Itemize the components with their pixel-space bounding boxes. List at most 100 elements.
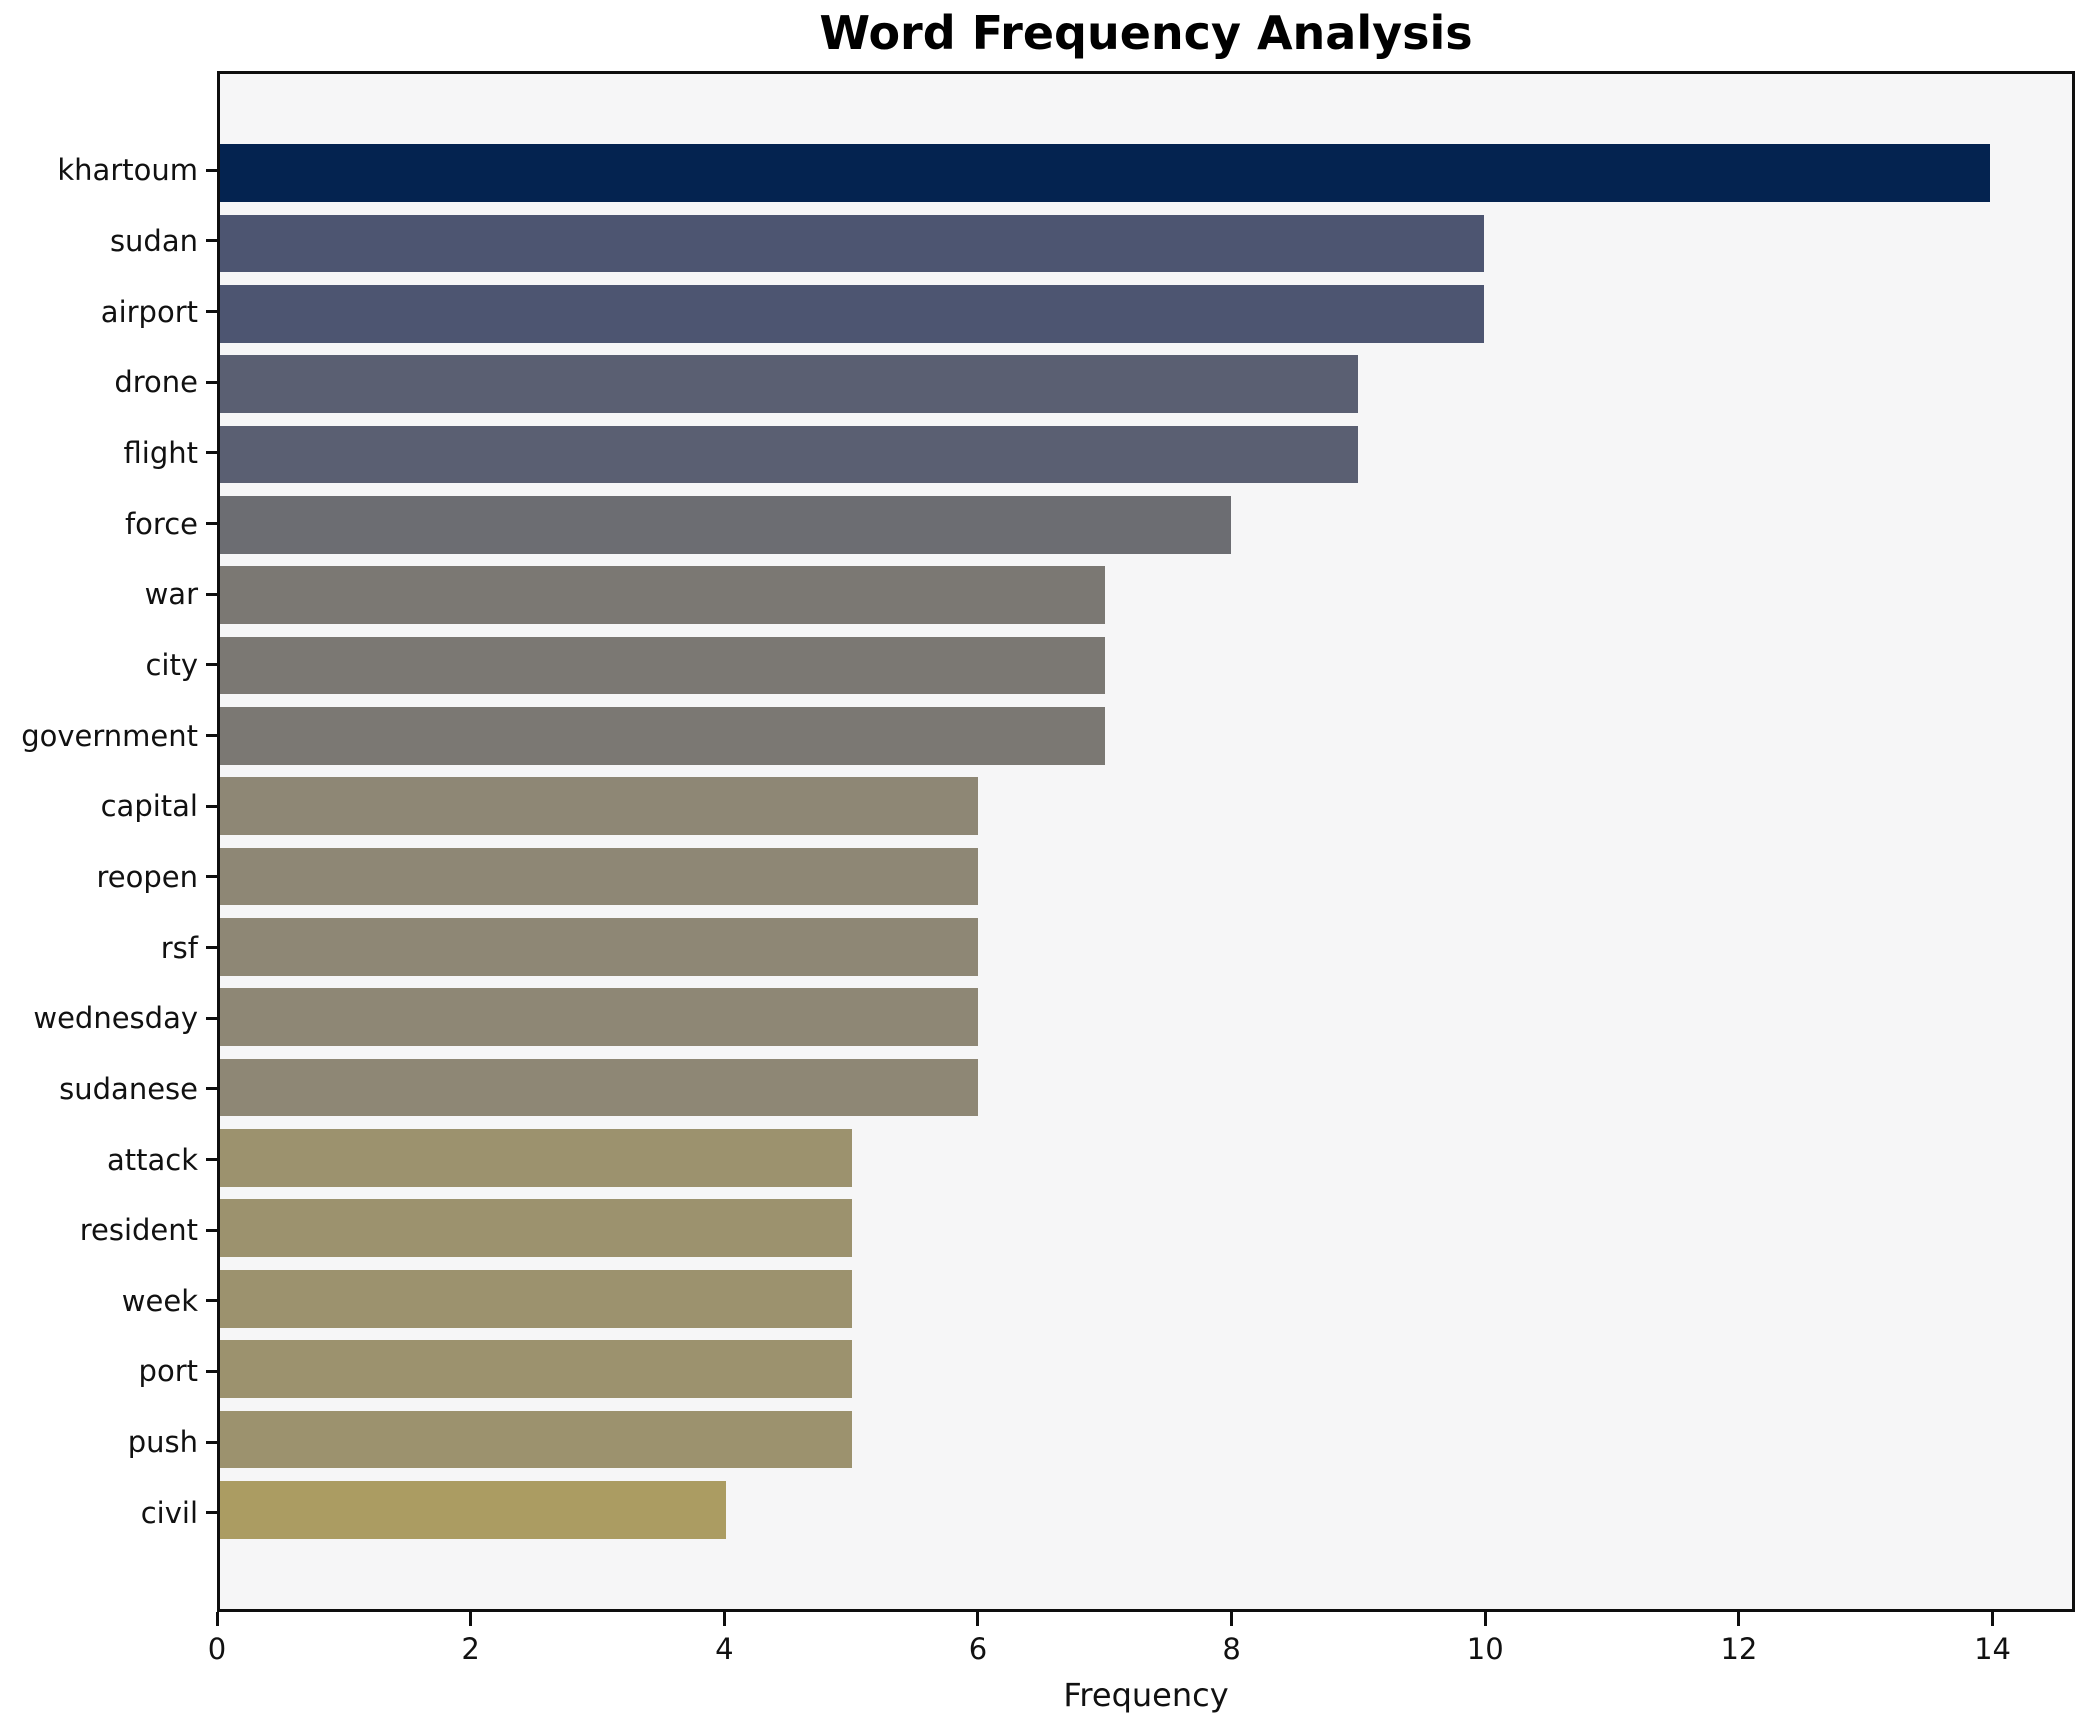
- x-tick-mark: [469, 1612, 473, 1626]
- bar-row: [220, 560, 2072, 630]
- bar-row: [220, 1193, 2072, 1263]
- y-tick-label: attack: [106, 1142, 198, 1177]
- y-tick-label: resident: [79, 1213, 198, 1248]
- bar-airport: [220, 285, 1485, 343]
- y-tick-label: government: [21, 718, 198, 753]
- bar-khartoum: [220, 144, 1990, 202]
- y-tick-mark: [206, 946, 217, 950]
- bar-reopen: [220, 847, 979, 906]
- bar-push: [220, 1410, 853, 1469]
- bar-war: [220, 566, 1105, 625]
- bar-attack: [220, 1129, 853, 1187]
- bar-drone: [220, 355, 1358, 414]
- y-tick-mark: [206, 168, 217, 172]
- y-tick-mark: [206, 1158, 217, 1162]
- bar-row: [220, 490, 2072, 560]
- y-tick-row: wednesday: [0, 983, 217, 1054]
- x-tick-label: 4: [715, 1632, 734, 1666]
- y-tick-row: khartoum: [0, 135, 217, 206]
- y-tick-mark: [206, 1016, 217, 1020]
- bar-row: [220, 630, 2072, 700]
- y-tick-row: sudan: [0, 206, 217, 277]
- y-tick-label: sudanese: [59, 1071, 198, 1106]
- y-tick-row: attack: [0, 1124, 217, 1195]
- y-tick-row: war: [0, 559, 217, 630]
- y-tick-row: flight: [0, 418, 217, 489]
- y-tick-row: city: [0, 630, 217, 701]
- x-tick-mark: [976, 1612, 980, 1626]
- y-tick-row: drone: [0, 347, 217, 418]
- y-tick-row: push: [0, 1407, 217, 1478]
- y-tick-label: force: [124, 506, 198, 541]
- y-tick-label: capital: [100, 789, 198, 824]
- x-tick-mark: [215, 1612, 219, 1626]
- y-tick-label: wednesday: [33, 1001, 198, 1036]
- bar-row: [220, 1475, 2072, 1545]
- y-tick-row: sudanese: [0, 1054, 217, 1125]
- bar-row: [220, 279, 2072, 349]
- y-tick-label: sudan: [109, 223, 198, 258]
- bar-row: [220, 1334, 2072, 1404]
- y-tick-label: port: [138, 1354, 198, 1389]
- y-tick-row: capital: [0, 771, 217, 842]
- x-axis-title: Frequency: [1063, 1676, 1229, 1714]
- bar-row: [220, 1264, 2072, 1334]
- bar-row: [220, 701, 2072, 771]
- bar-rsf: [220, 918, 979, 976]
- y-tick-row: week: [0, 1266, 217, 1337]
- x-tick-label: 12: [1720, 1632, 1758, 1666]
- y-tick-mark: [206, 522, 217, 526]
- bars-container: [220, 138, 2072, 1545]
- y-tick-label: drone: [114, 365, 198, 400]
- y-tick-row: government: [0, 700, 217, 771]
- x-tick-label: 8: [1222, 1632, 1241, 1666]
- y-tick-row: reopen: [0, 842, 217, 913]
- y-tick-mark: [206, 1369, 217, 1373]
- bar-row: [220, 1123, 2072, 1193]
- bar-row: [220, 982, 2072, 1052]
- bar-civil: [220, 1480, 726, 1539]
- y-tick-label: war: [144, 577, 198, 612]
- y-tick-mark: [206, 1299, 217, 1303]
- bar-sudan: [220, 214, 1485, 273]
- y-tick-row: force: [0, 488, 217, 559]
- y-tick-mark: [206, 239, 217, 243]
- y-tick-label: week: [121, 1283, 198, 1318]
- bar-city: [220, 636, 1105, 695]
- bar-resident: [220, 1199, 853, 1258]
- x-tick-label: 0: [207, 1632, 227, 1666]
- plot-area: [217, 71, 2075, 1612]
- bar-row: [220, 841, 2072, 911]
- y-tick-mark: [206, 1087, 217, 1091]
- x-axis: 0 2 4 6 8 10 12 14: [208, 1612, 2075, 1682]
- y-tick-mark: [206, 451, 217, 455]
- x-tick-label: 6: [968, 1632, 988, 1666]
- y-tick-mark: [206, 592, 217, 596]
- bar-row: [220, 1404, 2072, 1474]
- y-tick-label: reopen: [96, 859, 199, 894]
- y-tick-row: civil: [0, 1477, 217, 1548]
- y-tick-mark: [206, 734, 217, 738]
- y-tick-mark: [206, 380, 217, 384]
- bar-port: [220, 1340, 853, 1398]
- y-tick-label: push: [127, 1425, 198, 1460]
- y-tick-mark: [206, 1440, 217, 1444]
- y-axis: khartoum sudan airport drone flight force war c…: [0, 71, 217, 1612]
- bar-force: [220, 496, 1232, 554]
- y-tick-mark: [206, 1228, 217, 1232]
- y-tick-row: airport: [0, 276, 217, 347]
- y-tick-row: port: [0, 1336, 217, 1407]
- bar-row: [220, 349, 2072, 419]
- y-tick-row: rsf: [0, 912, 217, 983]
- x-tick-mark: [1991, 1612, 1995, 1626]
- bar-sudanese: [220, 1058, 979, 1117]
- y-tick-label: civil: [140, 1495, 198, 1530]
- bar-row: [220, 138, 2072, 208]
- bar-row: [220, 208, 2072, 278]
- y-tick-mark: [206, 310, 217, 314]
- y-tick-row: resident: [0, 1195, 217, 1266]
- y-tick-label: khartoum: [57, 153, 198, 188]
- y-tick-label: city: [145, 647, 198, 682]
- y-tick-mark: [206, 1511, 217, 1515]
- x-tick-mark: [1483, 1612, 1487, 1626]
